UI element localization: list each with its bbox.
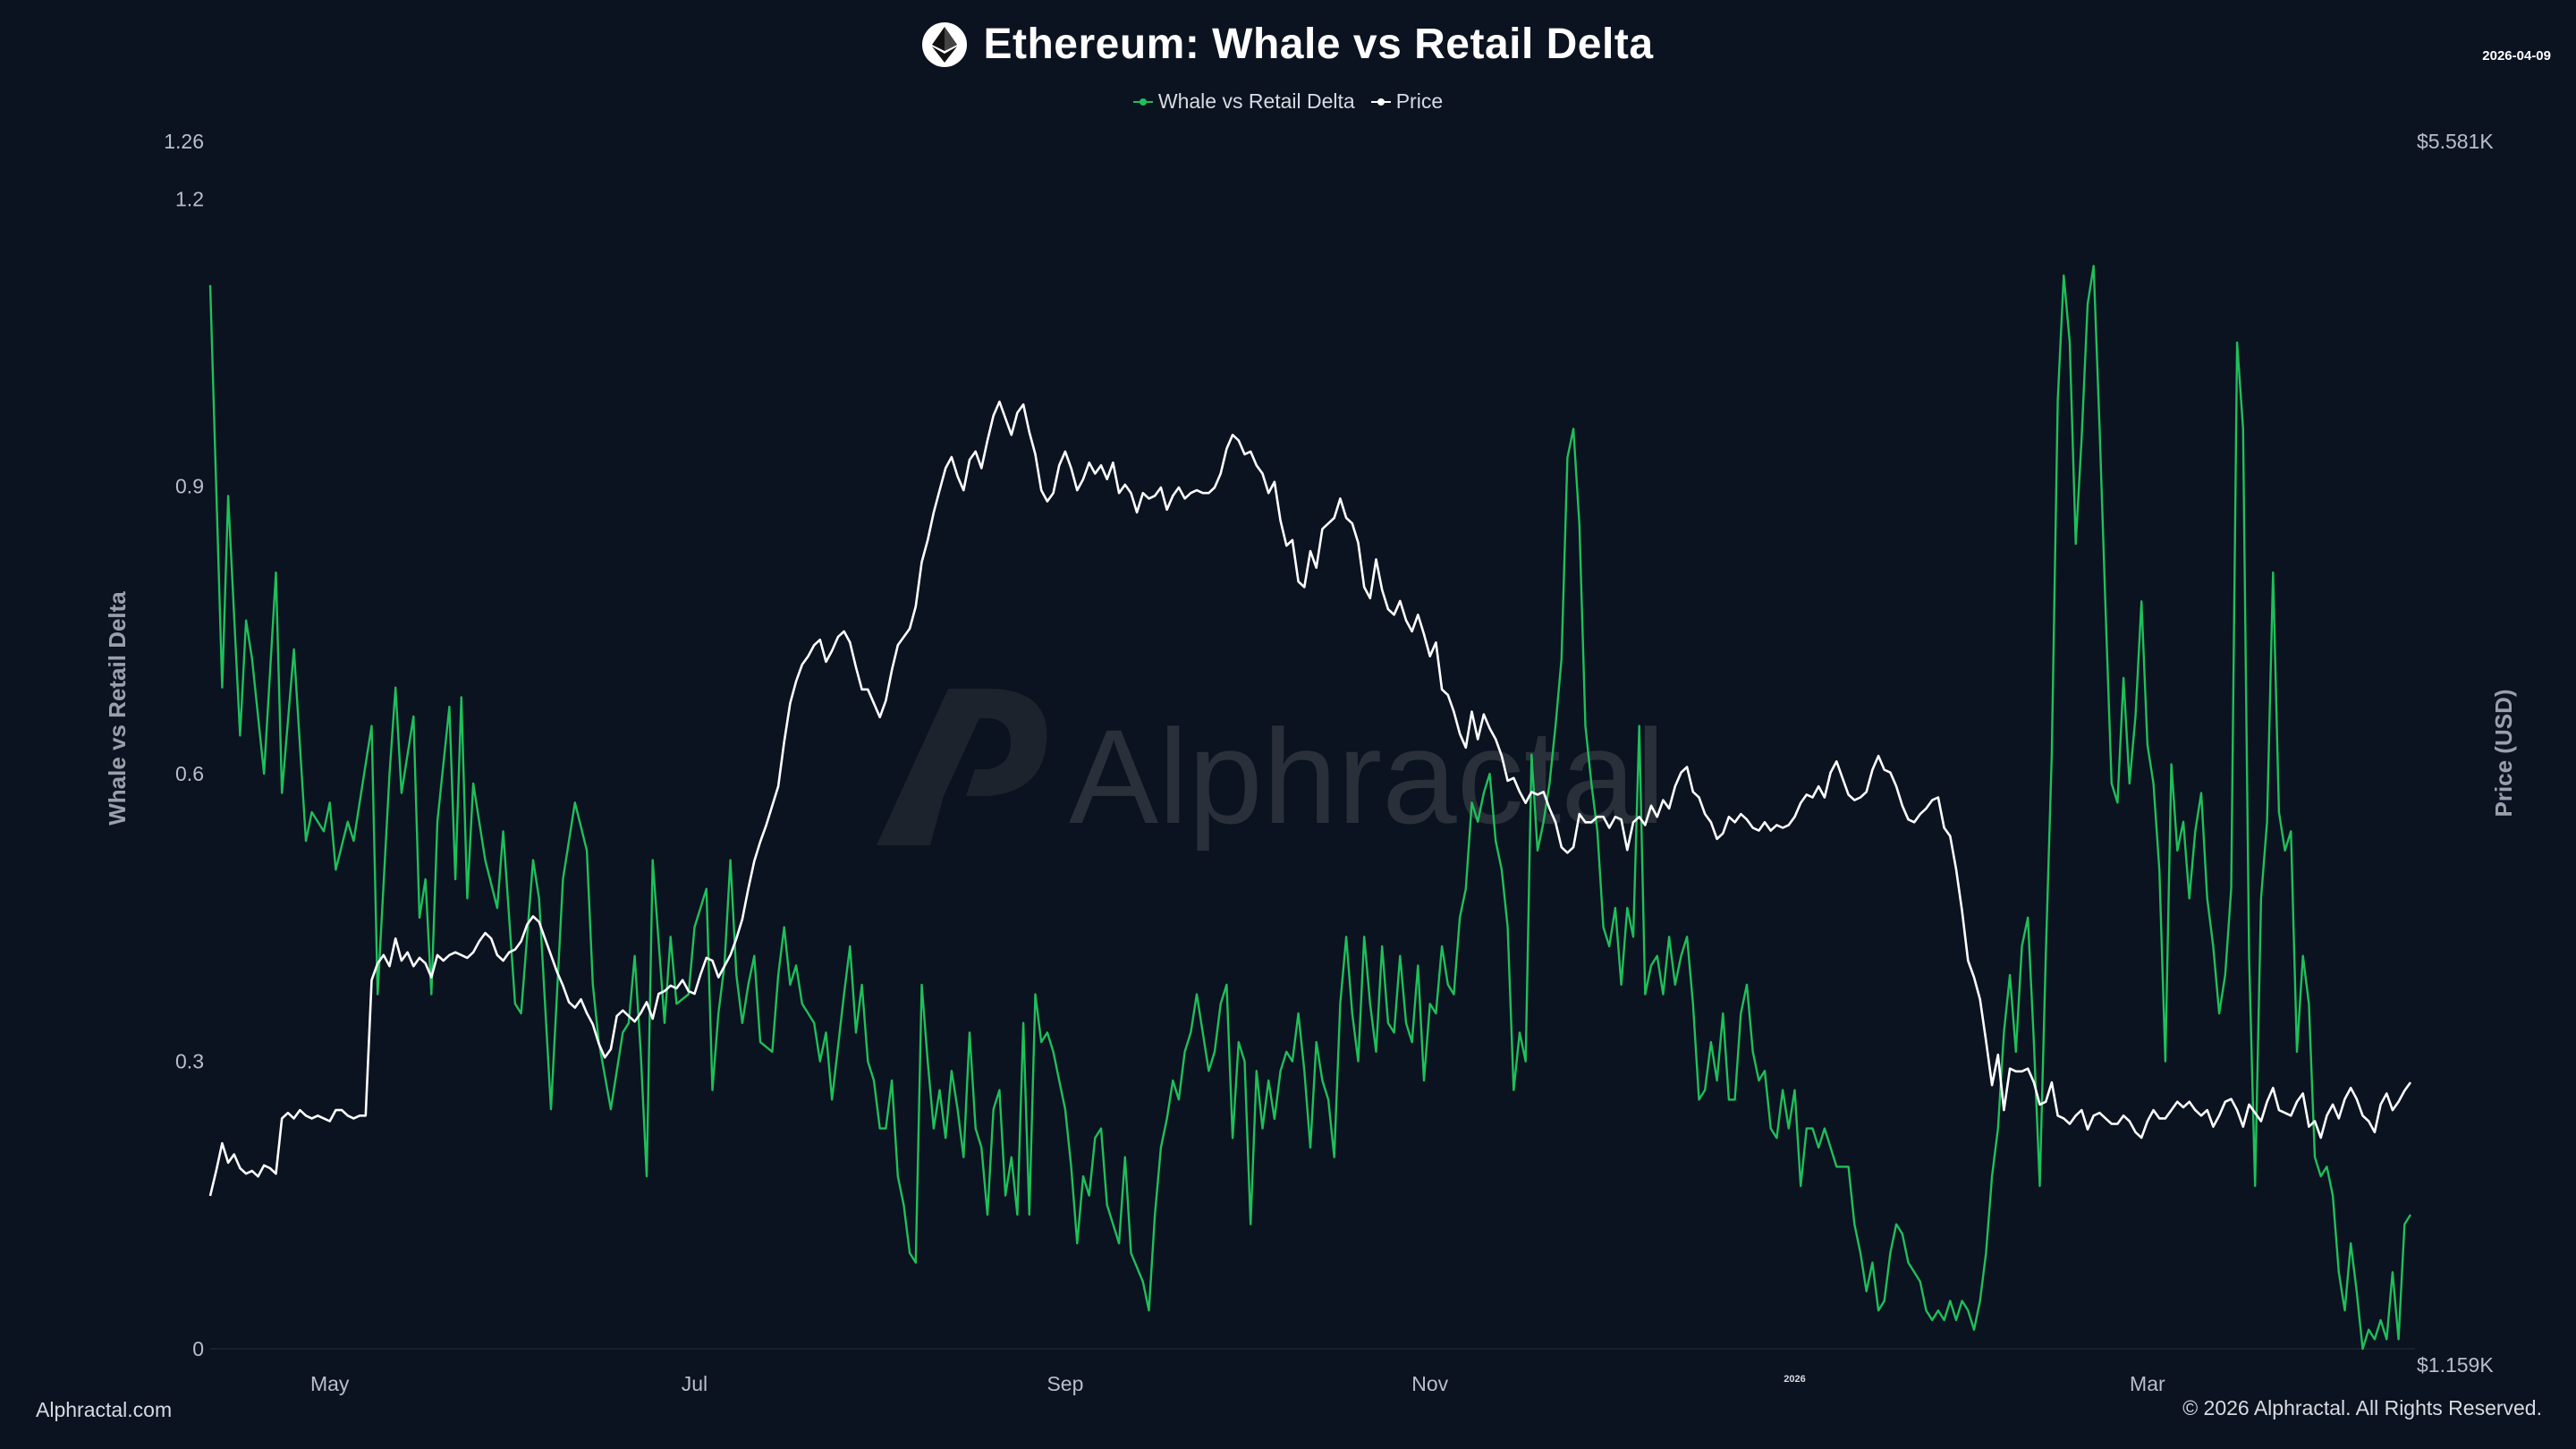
y-axis-right-title: Price (USD) (2490, 689, 2517, 817)
x-tick-label: 2026 (1784, 1374, 1805, 1385)
legend-label-delta: Whale vs Retail Delta (1157, 89, 1355, 113)
x-tick-label: Jul (682, 1372, 708, 1395)
x-tick-label: Sep (1046, 1372, 1083, 1395)
y-left-tick-label: 0.6 (175, 762, 204, 785)
chart-legend: Whale vs Retail Delta Price (0, 89, 2576, 114)
y-axis-right: $1.159K $5.581K (2417, 130, 2494, 1377)
y-axis-left-title: Whale vs Retail Delta (104, 591, 131, 826)
legend-label-price: Price (1395, 89, 1444, 113)
y-left-tick-label: 1.2 (175, 187, 204, 210)
y-axis-left: 0 0.3 0.6 0.9 1.2 1.26 (164, 130, 204, 1360)
footer-copyright: © 2026 Alphractal. All Rights Reserved. (2182, 1396, 2542, 1419)
chart-title: Ethereum: Whale vs Retail Delta (983, 21, 1654, 68)
delta-series-line (208, 265, 2412, 1351)
watermark-text: Alphractal (1069, 701, 1665, 852)
y-left-tick-label: 0.3 (175, 1050, 204, 1073)
x-axis: May Jul Sep Nov 2026 Mar (310, 1372, 2165, 1395)
y-left-tick-label: 0.9 (175, 475, 204, 498)
legend-swatch-price (1370, 97, 1391, 106)
title-bar: Ethereum: Whale vs Retail Delta (0, 20, 2576, 69)
y-right-tick-label: $5.581K (2417, 130, 2494, 153)
price-series-line (208, 400, 2412, 1197)
date-stamp: 2026-04-09 (2482, 48, 2551, 64)
y-left-tick-label: 0 (192, 1337, 204, 1360)
legend-item-delta[interactable]: Whale vs Retail Delta (1132, 89, 1355, 114)
x-tick-label: Nov (1411, 1372, 1448, 1395)
x-tick-label: May (310, 1372, 350, 1395)
y-left-tick-label: 1.26 (164, 130, 204, 153)
y-right-tick-label: $1.159K (2417, 1353, 2494, 1377)
footer-site: Alphractal.com (36, 1398, 173, 1421)
watermark-logo-icon (877, 689, 1047, 845)
series-layer (208, 265, 2412, 1351)
legend-swatch-delta (1132, 97, 1153, 106)
legend-item-price[interactable]: Price (1370, 89, 1444, 114)
x-tick-label: Mar (2130, 1372, 2165, 1395)
ethereum-logo-icon (922, 21, 968, 67)
watermark: Alphractal (877, 689, 1665, 852)
